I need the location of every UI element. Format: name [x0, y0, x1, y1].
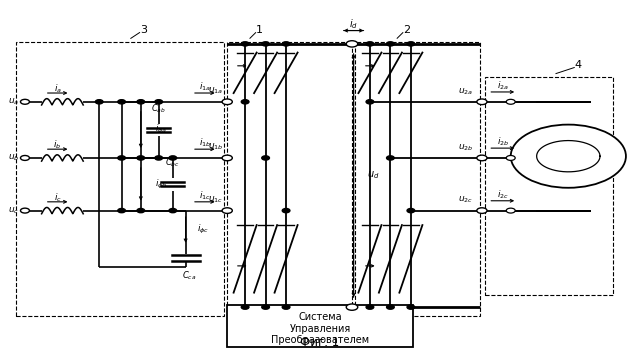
Circle shape [282, 305, 290, 309]
Text: 3: 3 [140, 25, 147, 35]
Circle shape [95, 100, 103, 104]
Circle shape [262, 42, 269, 46]
Bar [485, 77, 613, 295]
Bar [16, 42, 224, 316]
Text: $i_{2b}$: $i_{2b}$ [497, 136, 509, 148]
Circle shape [20, 155, 29, 160]
Circle shape [366, 100, 374, 104]
Circle shape [20, 208, 29, 213]
Text: $u_{1a}$: $u_{1a}$ [208, 85, 223, 96]
Text: $i_{1c}$: $i_{1c}$ [199, 190, 211, 202]
Circle shape [155, 156, 163, 160]
Text: $u_{2a}$: $u_{2a}$ [458, 86, 474, 97]
Circle shape [346, 41, 358, 47]
Circle shape [407, 208, 415, 213]
Text: $u_{1b}$: $u_{1b}$ [208, 141, 223, 152]
Circle shape [477, 155, 487, 161]
Circle shape [477, 99, 487, 105]
Text: $i_{1a}$: $i_{1a}$ [199, 81, 211, 93]
Text: $i_{\phi b}$: $i_{\phi b}$ [155, 178, 167, 191]
Circle shape [137, 208, 145, 213]
Bar [355, 42, 480, 316]
Circle shape [222, 155, 232, 161]
Text: Управления: Управления [289, 324, 351, 333]
Text: $i_c$: $i_c$ [54, 191, 61, 204]
Circle shape [366, 42, 374, 46]
Circle shape [387, 156, 394, 160]
Circle shape [511, 125, 626, 188]
Text: 4: 4 [574, 60, 582, 70]
Circle shape [282, 208, 290, 213]
Text: $u_d$: $u_d$ [367, 170, 379, 181]
Circle shape [241, 100, 249, 104]
Text: $i_d$: $i_d$ [349, 18, 358, 32]
Text: $u_b$: $u_b$ [8, 153, 19, 163]
Text: Система: Система [298, 312, 342, 322]
Text: $u_c$: $u_c$ [8, 205, 19, 216]
Circle shape [262, 156, 269, 160]
Circle shape [118, 208, 125, 213]
Text: $i_{2a}$: $i_{2a}$ [497, 80, 509, 92]
Circle shape [118, 156, 125, 160]
Circle shape [477, 208, 487, 213]
Text: $C_{ca}$: $C_{ca}$ [182, 269, 196, 282]
Circle shape [137, 156, 145, 160]
Circle shape [262, 305, 269, 309]
Circle shape [387, 305, 394, 309]
Circle shape [506, 155, 515, 160]
Text: Преобразователем: Преобразователем [271, 335, 369, 345]
Bar [227, 42, 352, 316]
Circle shape [118, 100, 125, 104]
Circle shape [282, 42, 290, 46]
Text: 1: 1 [256, 25, 262, 35]
Text: $i_{\phi c}$: $i_{\phi c}$ [197, 223, 209, 237]
Text: $i_{\phi a}$: $i_{\phi a}$ [155, 123, 167, 137]
Circle shape [169, 156, 177, 160]
Text: $C_{ab}$: $C_{ab}$ [151, 102, 166, 115]
Text: $i_{2c}$: $i_{2c}$ [497, 188, 509, 201]
Circle shape [506, 99, 515, 104]
Text: $i_{1b}$: $i_{1b}$ [198, 137, 211, 150]
Circle shape [241, 42, 249, 46]
Text: 2: 2 [403, 25, 410, 35]
Circle shape [169, 208, 177, 213]
Bar [227, 305, 413, 347]
Circle shape [20, 99, 29, 104]
Text: $u_{2b}$: $u_{2b}$ [458, 142, 474, 153]
Circle shape [387, 42, 394, 46]
Circle shape [506, 208, 515, 213]
Circle shape [366, 305, 374, 309]
Circle shape [407, 42, 415, 46]
Circle shape [346, 304, 358, 310]
Text: $u_{1c}$: $u_{1c}$ [208, 194, 223, 205]
Circle shape [155, 100, 163, 104]
Text: Фиг. 1: Фиг. 1 [300, 336, 340, 349]
Text: $i_a$: $i_a$ [54, 82, 61, 95]
Text: $u_a$: $u_a$ [8, 97, 19, 107]
Circle shape [137, 100, 145, 104]
Text: $i_b$: $i_b$ [54, 139, 61, 151]
Text: $C_{bc}$: $C_{bc}$ [165, 157, 180, 170]
Text: $u_{2c}$: $u_{2c}$ [458, 195, 474, 205]
Circle shape [241, 305, 249, 309]
Circle shape [222, 99, 232, 105]
Circle shape [222, 208, 232, 213]
Circle shape [407, 305, 415, 309]
